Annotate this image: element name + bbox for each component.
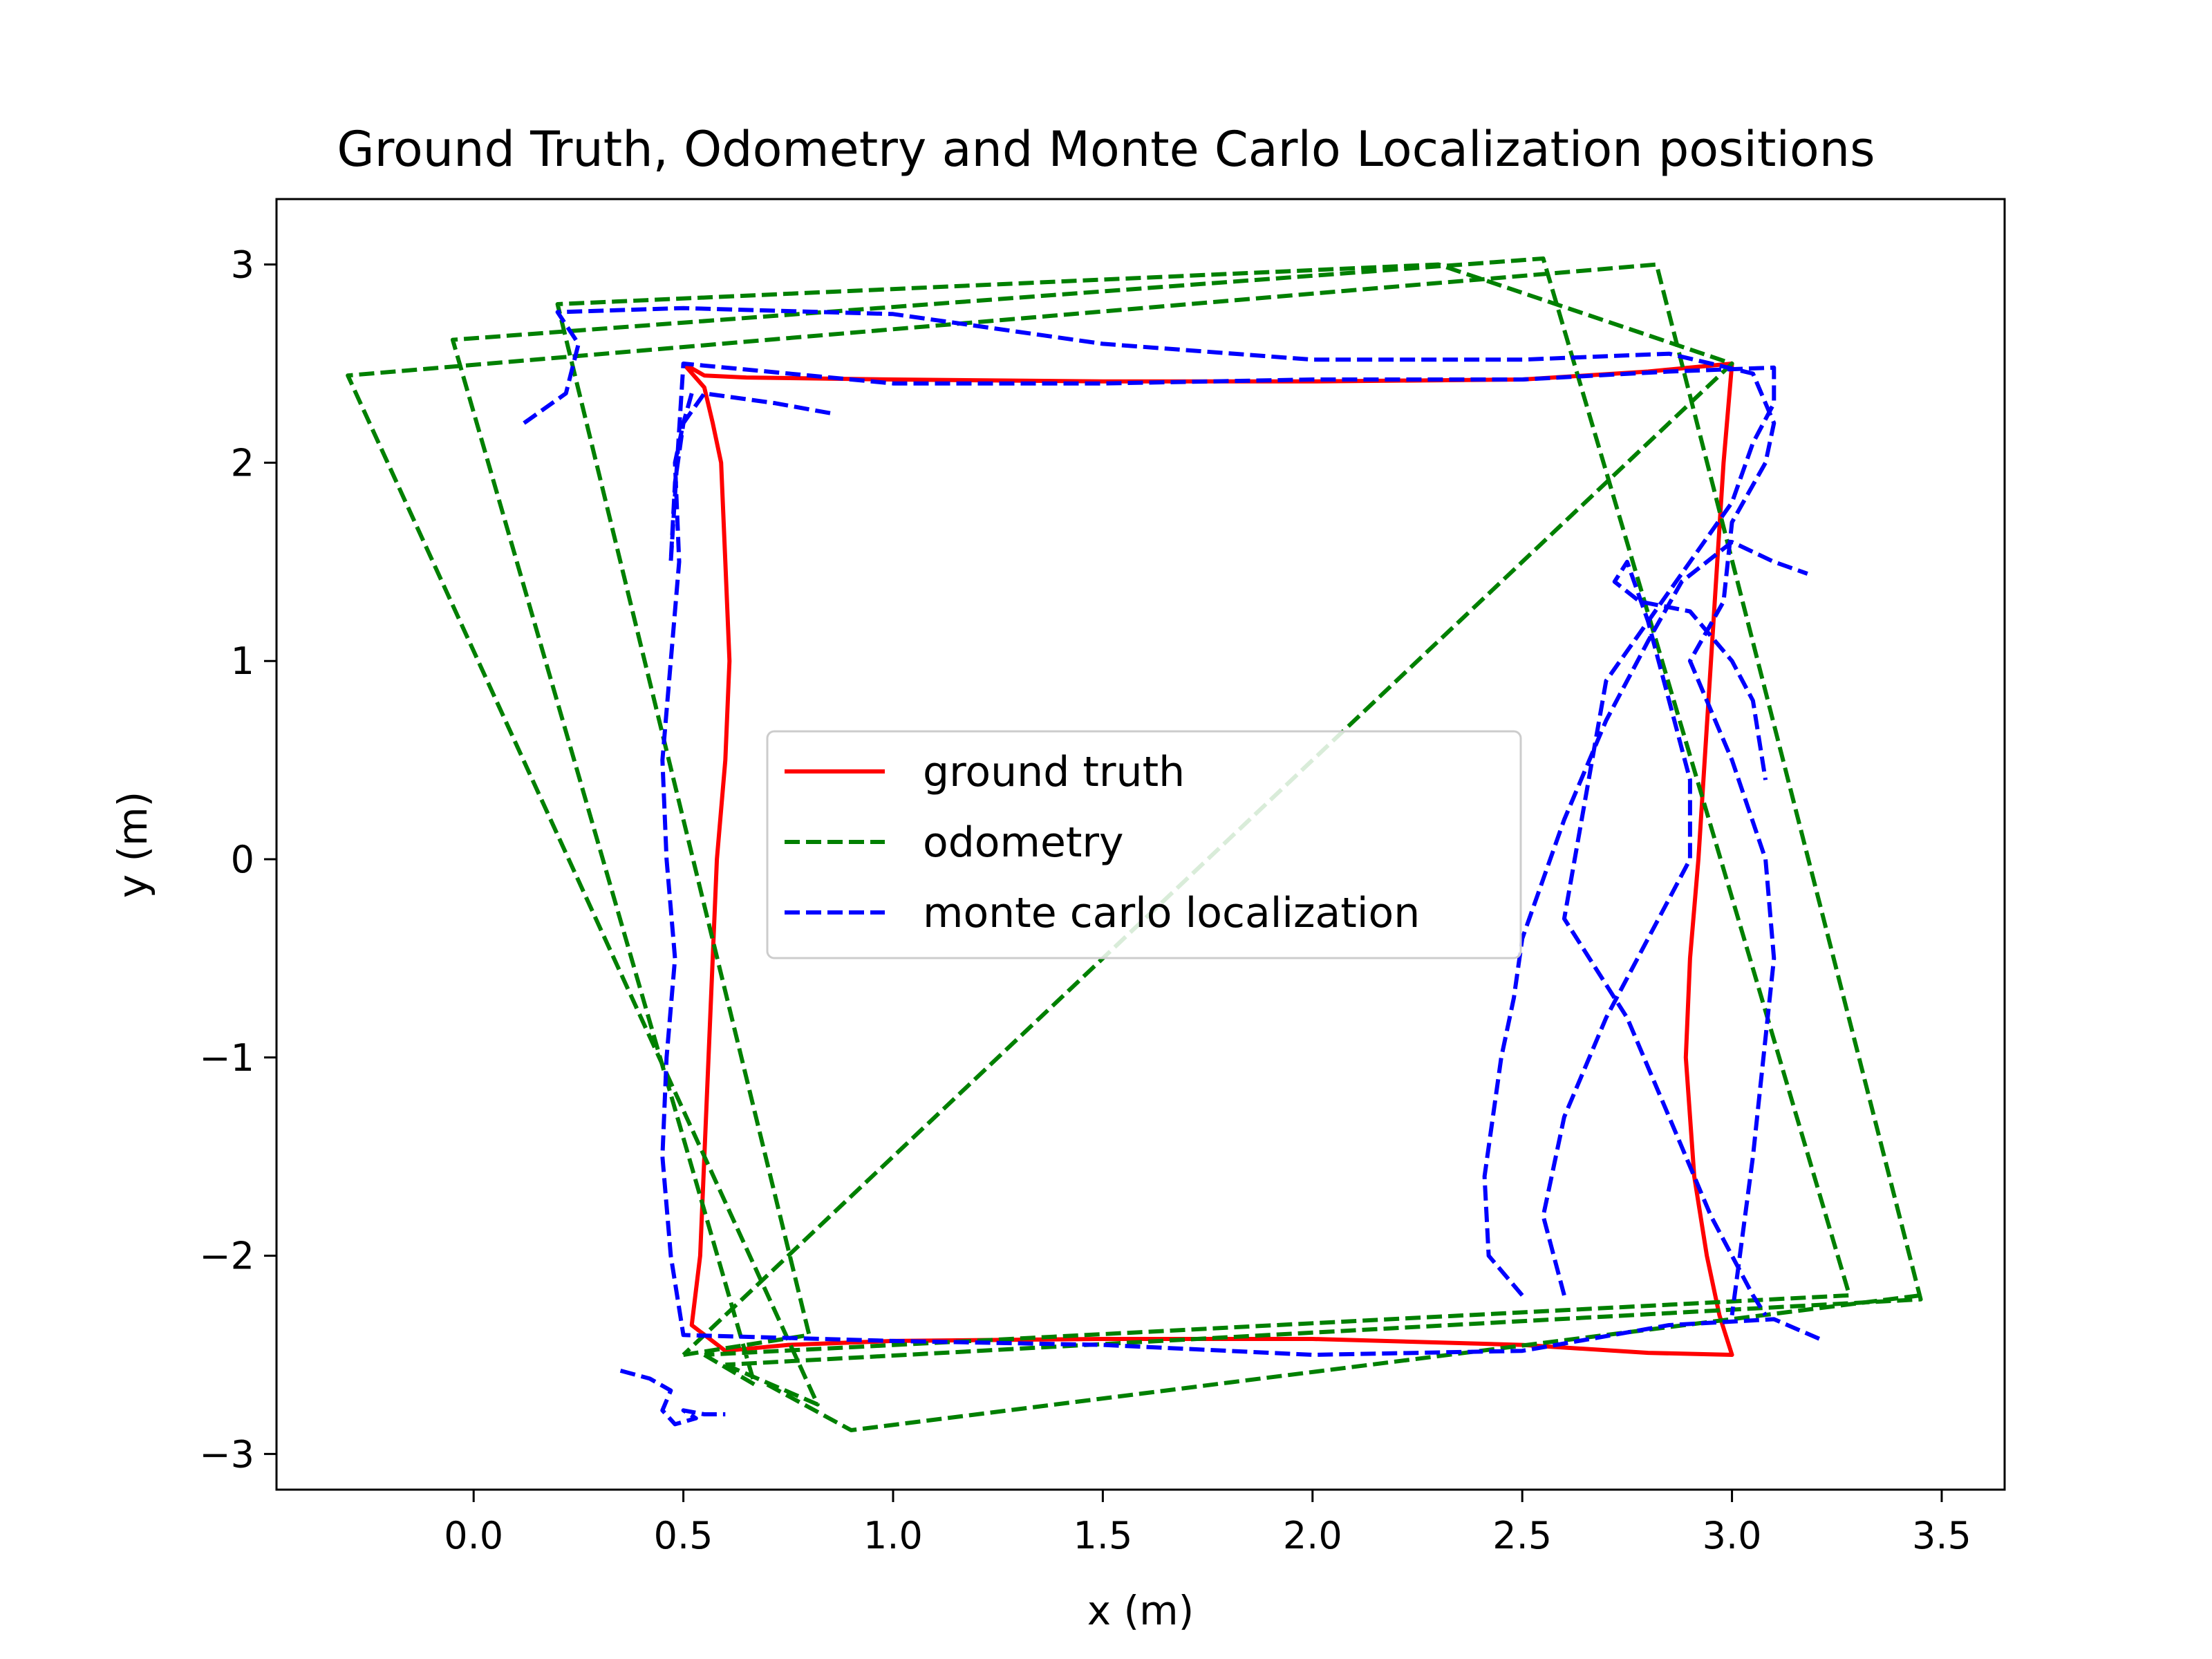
legend-box bbox=[766, 730, 1522, 959]
series-line-monte-carlo-localization-4 bbox=[1482, 540, 1808, 1297]
y-tick-label: 1 bbox=[231, 639, 254, 683]
series-line-ground-truth-0 bbox=[682, 362, 1734, 1357]
series-line-monte-carlo-localization-3 bbox=[668, 362, 1777, 1317]
series-line-odometry-2 bbox=[346, 262, 1923, 1407]
series-line-odometry-1 bbox=[450, 256, 1852, 1387]
series-line-monte-carlo-localization-1 bbox=[523, 306, 1777, 1315]
y-tick-label: 3 bbox=[231, 243, 254, 287]
y-tick-label: −1 bbox=[199, 1036, 254, 1080]
legend-label-ground-truth: ground truth bbox=[923, 748, 1185, 796]
y-axis-label: y (m) bbox=[109, 791, 156, 899]
plot-frame bbox=[275, 198, 2006, 1491]
y-tick-label: −3 bbox=[199, 1432, 254, 1476]
y-tick-label: −2 bbox=[199, 1235, 254, 1278]
x-tick-label: 2.0 bbox=[1283, 1514, 1342, 1557]
legend-label-odometry: odometry bbox=[923, 818, 1124, 867]
x-tick-label: 3.5 bbox=[1912, 1514, 1971, 1557]
chart-title: Ground Truth, Odometry and Monte Carlo L… bbox=[337, 121, 1875, 178]
y-tick-label: 2 bbox=[231, 441, 254, 485]
x-axis-label: x (m) bbox=[1087, 1587, 1194, 1634]
x-tick-label: 2.5 bbox=[1492, 1514, 1552, 1557]
series-line-monte-carlo-localization-5 bbox=[1541, 559, 1768, 1296]
legend-label-monte-carlo: monte carlo localization bbox=[923, 889, 1420, 937]
series-line-odometry-3 bbox=[766, 1293, 1921, 1432]
x-tick-label: 1.0 bbox=[863, 1514, 923, 1557]
series-layer bbox=[346, 256, 1923, 1432]
x-axis: 0.0 0.5 1.0 1.5 2.0 2.5 3.0 3.5 bbox=[444, 1490, 1971, 1557]
series-line-monte-carlo-localization-2 bbox=[619, 1369, 726, 1427]
series-line-odometry-0 bbox=[555, 262, 1734, 1357]
x-tick-label: 1.5 bbox=[1073, 1514, 1132, 1557]
y-axis: −3 −2 −1 0 1 2 3 bbox=[199, 243, 276, 1476]
x-tick-label: 0.5 bbox=[654, 1514, 713, 1557]
y-tick-label: 0 bbox=[231, 838, 254, 881]
x-tick-label: 3.0 bbox=[1703, 1514, 1762, 1557]
x-tick-label: 0.0 bbox=[444, 1514, 503, 1557]
legend: ground truth odometry monte carlo locali… bbox=[766, 730, 1522, 959]
